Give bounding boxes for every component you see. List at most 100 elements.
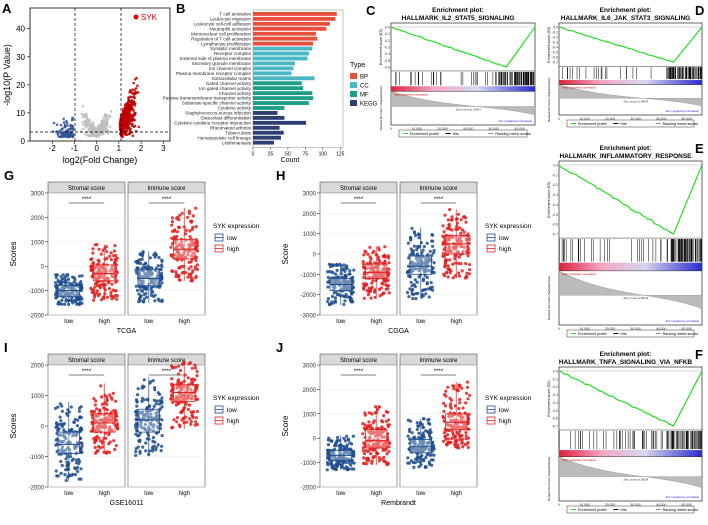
- box-point: [370, 285, 374, 289]
- volcano-point: [135, 76, 138, 80]
- gsea-rank-metric: [390, 91, 536, 116]
- box-point: [421, 431, 425, 435]
- box-point: [385, 461, 389, 465]
- box-point: [341, 267, 345, 271]
- volcano-point: [90, 123, 93, 126]
- box-point: [370, 281, 374, 285]
- volcano-point: [122, 107, 125, 111]
- gsea-xtick-label: 30,000: [630, 503, 640, 507]
- gsea-rank-gradient: [559, 80, 702, 85]
- gsea-legend-label: Enrichment profile: [578, 122, 607, 126]
- box-point: [365, 266, 369, 270]
- box-point: [107, 450, 112, 454]
- box-legend-label: high: [499, 246, 512, 253]
- box-point: [93, 285, 97, 289]
- volcano-point: [127, 105, 131, 109]
- box-point: [191, 225, 195, 229]
- gsea-ytick-label: -0.3: [552, 41, 558, 45]
- box-point: [103, 431, 108, 435]
- box-point: [190, 413, 194, 417]
- box-point: [156, 270, 160, 275]
- box-point: [175, 416, 180, 420]
- box-point: [426, 430, 430, 434]
- box-ytick-label: 0: [41, 425, 45, 431]
- box-point: [387, 291, 391, 295]
- box-point: [451, 384, 455, 388]
- box-point: [326, 275, 330, 280]
- gsea-ytick-label: 0.0: [553, 26, 558, 30]
- box-point: [184, 397, 188, 401]
- box-point: [377, 459, 381, 463]
- box-point: [186, 275, 190, 279]
- box-point: [186, 376, 190, 380]
- gsea-xtick-label: 0: [558, 117, 560, 121]
- facet-strip-label: Stromal score: [68, 358, 106, 364]
- box-point: [464, 262, 468, 266]
- box-point: [327, 436, 331, 440]
- box-point: [420, 289, 424, 293]
- box-point: [63, 279, 67, 283]
- gsea-rank-gradient: [559, 262, 702, 271]
- box-point: [457, 238, 461, 242]
- box-point: [410, 449, 414, 453]
- gsea-rank-label: Ranked list metric (Signal2Noise): [379, 86, 383, 130]
- box-point: [180, 211, 184, 215]
- box-point: [463, 276, 467, 280]
- box-point: [411, 268, 415, 273]
- box-point: [178, 278, 182, 282]
- box-iqr: [57, 431, 80, 454]
- volcano-point: [129, 127, 132, 130]
- enrichment-term-label: Receptor complex: [214, 51, 252, 56]
- box-point: [446, 433, 450, 437]
- box-legend-title: SYK expression: [213, 395, 260, 402]
- gsea-header: Enrichment plot:: [432, 7, 484, 14]
- box-point: [331, 271, 335, 275]
- box-iqr: [365, 263, 388, 279]
- box-point: [424, 292, 428, 296]
- gsea-ytick-label: -0.7: [552, 233, 558, 237]
- box-point: [459, 231, 463, 235]
- box-point: [187, 243, 191, 247]
- signif-label: ****: [82, 369, 92, 375]
- box-point: [415, 421, 419, 425]
- box-point: [105, 295, 109, 299]
- box-point: [141, 275, 145, 279]
- box-point: [109, 396, 113, 400]
- gsea-xtick-label: 40,000: [656, 117, 666, 121]
- gsea-legend-label: Enrichment profile: [410, 132, 439, 136]
- box-point: [103, 292, 107, 296]
- gsea-ytick-label: -0.6: [552, 223, 558, 227]
- box-point: [378, 287, 382, 291]
- box-point: [426, 253, 430, 257]
- enrichment-term-label: Rheumatoid arthritis: [210, 125, 252, 130]
- enrichment-bar: [253, 106, 285, 110]
- box-point: [187, 362, 191, 366]
- box-point: [326, 452, 330, 456]
- box-point: [60, 298, 64, 302]
- box-point: [160, 263, 164, 267]
- box-point: [102, 406, 106, 410]
- box-point: [460, 228, 464, 232]
- box-point: [378, 294, 382, 298]
- gsea-neg-text: 'low' (negatively correlated): [665, 495, 699, 499]
- box-point: [55, 422, 59, 426]
- box-point: [73, 466, 77, 470]
- box-point: [137, 292, 141, 296]
- gsea-ytick-label: -0.1: [552, 31, 558, 35]
- box-point: [424, 267, 428, 271]
- box-point: [442, 272, 446, 276]
- volcano-point: [81, 127, 85, 131]
- box-point: [186, 253, 190, 257]
- box-point: [64, 285, 69, 289]
- box-point: [416, 459, 420, 463]
- box-point: [365, 462, 369, 466]
- box-point: [188, 229, 192, 233]
- box-point: [414, 267, 418, 271]
- box-point: [369, 296, 373, 300]
- box-ytick-label: -1000: [301, 461, 317, 467]
- signif-label: ****: [434, 197, 444, 203]
- volcano-point: [102, 128, 106, 132]
- volcano-point: [88, 119, 91, 123]
- syk-label: SYK: [141, 13, 158, 22]
